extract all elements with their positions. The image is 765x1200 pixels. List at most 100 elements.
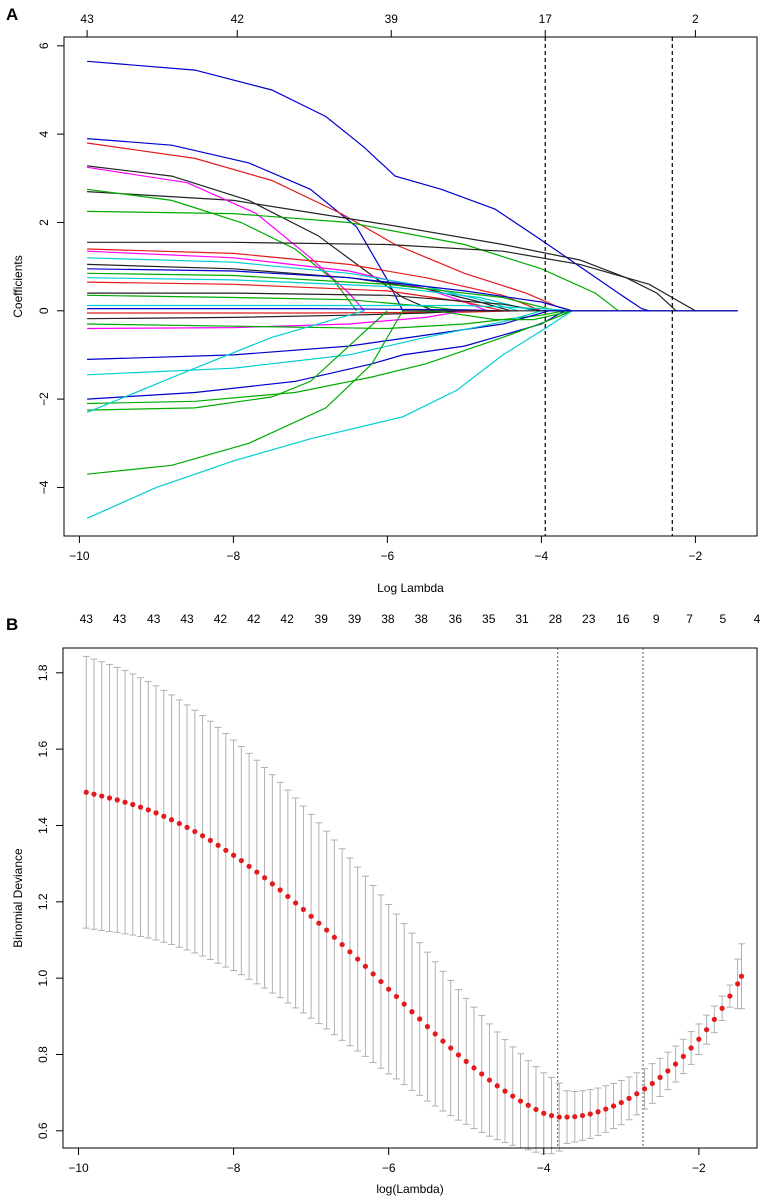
coefficient-path-20 [87, 304, 573, 312]
x-tick-label: −4 [537, 1161, 551, 1175]
deviance-point [370, 971, 376, 977]
panel-b-cross-validation: −10 −8 −6 −4 −2 0.60.81.01.21.41.61.8 43 43 43… [11, 612, 761, 1196]
coefficient-path-1 [87, 60, 650, 312]
deviance-point [672, 1061, 679, 1067]
y-tick-label: 6 [37, 42, 51, 49]
nonzero-count-label: 17 [539, 12, 553, 26]
deviance-point [548, 1112, 555, 1119]
coefficient-path-25 [87, 310, 565, 330]
panel-a-coefficient-paths: −10 −8 −6 −4 −2 −4 −2 0 2 4 6 43 42 39 17 2 Log Lambd… [11, 12, 758, 595]
coefficient-path-31 [86, 310, 365, 413]
deviance-point [285, 893, 291, 900]
deviance-point [417, 1016, 423, 1022]
coefficient-path-22 [87, 310, 519, 314]
y-tick-label: 2 [37, 219, 51, 226]
panel-b-x-axis-label: log(Lambda) [376, 1182, 443, 1196]
coefficient-path-13 [87, 263, 511, 312]
deviance-point [618, 1099, 624, 1106]
panel-a-x-axis: −10 −8 −6 −4 −2 [69, 535, 703, 563]
deviance-point [339, 941, 345, 948]
deviance-point [355, 956, 361, 962]
deviance-point [122, 799, 128, 805]
deviance-point [378, 978, 384, 985]
deviance-point [579, 1112, 586, 1119]
coefficient-path-24 [87, 310, 465, 330]
deviance-point [711, 1016, 717, 1022]
nonzero-count-label: 43 [180, 612, 194, 626]
panel-b-plot-frame [62, 647, 758, 1149]
nonzero-count-label: 9 [653, 612, 660, 626]
coefficient-path-16 [87, 277, 534, 312]
deviance-point [300, 906, 306, 913]
coefficient-path-26 [87, 310, 550, 360]
deviance-point [525, 1102, 531, 1108]
panel-b-x-axis: −10 −8 −6 −4 −2 [68, 1147, 706, 1175]
deviance-point [703, 1027, 710, 1033]
deviance-point [230, 852, 237, 858]
deviance-point [738, 973, 745, 979]
nonzero-count-label: 28 [549, 612, 563, 626]
coefficient-path-27 [87, 310, 542, 376]
deviance-point [238, 857, 244, 864]
deviance-point [587, 1111, 593, 1117]
deviance-point [641, 1086, 648, 1092]
y-tick-label: −4 [37, 480, 51, 494]
panel-a-reference-lines [544, 37, 673, 536]
nonzero-count-label: 2 [692, 12, 699, 26]
deviance-point [215, 842, 221, 848]
coefficient-path-18 [87, 292, 542, 312]
panel-b-reference-lines [557, 648, 644, 1148]
x-tick-label: −4 [535, 549, 549, 563]
deviance-point [254, 869, 260, 875]
coefficient-path-30 [87, 310, 388, 411]
deviance-point [494, 1083, 500, 1089]
deviance-point [192, 828, 198, 835]
deviance-point [161, 813, 167, 819]
deviance-point [479, 1071, 485, 1077]
nonzero-count-label: 31 [515, 612, 529, 626]
deviance-point [199, 833, 206, 839]
deviance-point [246, 863, 252, 869]
nonzero-count-label: 7 [686, 612, 693, 626]
deviance-point [564, 1114, 570, 1120]
y-tick-label: 0.6 [36, 1122, 50, 1139]
nonzero-count-label: 39 [315, 612, 329, 626]
y-tick-label: 1.4 [36, 817, 50, 834]
deviance-point [595, 1109, 601, 1115]
y-tick-label: 1.2 [36, 893, 50, 910]
deviance-point [455, 1052, 462, 1058]
deviance-point [207, 837, 213, 843]
x-tick-label: −2 [689, 549, 703, 563]
deviance-point [99, 793, 105, 799]
x-tick-label: −10 [68, 1161, 89, 1175]
y-tick-label: −2 [37, 392, 51, 406]
deviance-point [277, 887, 283, 893]
coefficient-path-15 [87, 272, 557, 312]
deviance-point [634, 1091, 640, 1097]
nonzero-count-label: 38 [415, 612, 429, 626]
x-tick-label: −8 [227, 549, 241, 563]
nonzero-count-label: 43 [80, 12, 94, 26]
deviance-point [424, 1024, 431, 1030]
deviance-point [541, 1110, 547, 1116]
nonzero-count-label: 42 [247, 612, 261, 626]
deviance-point [168, 817, 175, 823]
panel-b-error-bars [82, 655, 745, 1155]
nonzero-count-label: 38 [381, 612, 395, 626]
deviance-point [448, 1045, 454, 1051]
nonzero-count-label: 43 [147, 612, 161, 626]
y-tick-label: 1.6 [36, 740, 50, 757]
coefficient-path-4 [87, 165, 434, 312]
deviance-point [269, 881, 275, 887]
nonzero-count-label: 43 [80, 612, 94, 626]
coefficient-path-9 [87, 241, 696, 312]
coefficient-path-5 [87, 191, 677, 312]
coefficient-path-3 [87, 142, 573, 312]
deviance-point [393, 993, 400, 1000]
deviance-point [502, 1088, 508, 1094]
nonzero-count-label: 36 [449, 612, 463, 626]
deviance-point [409, 1009, 415, 1015]
deviance-point [719, 1005, 725, 1011]
coefficient-path-29 [87, 310, 573, 405]
